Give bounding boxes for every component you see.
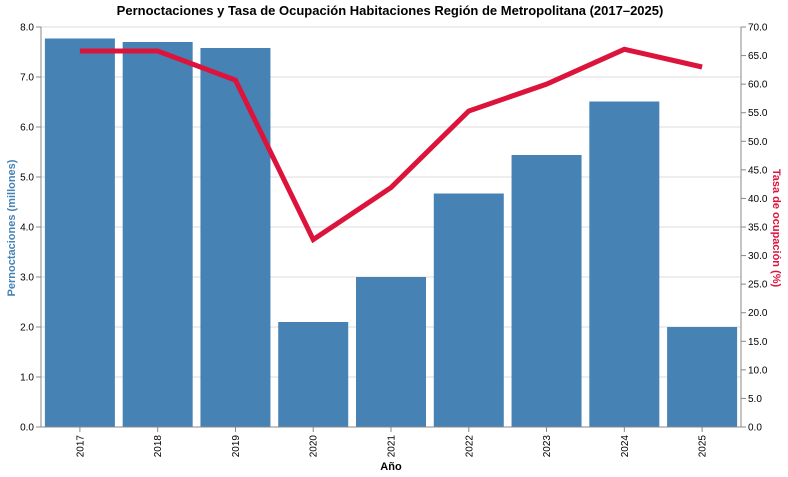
line-layer: [79, 46, 703, 244]
x-axis-title: Año: [380, 461, 402, 473]
bar-layer: [44, 38, 738, 427]
x-tick-label: 2024: [620, 435, 631, 458]
y-right-tick-label: 25.0: [748, 280, 768, 291]
y-left-tick-label: 5.0: [20, 173, 34, 184]
bar: [278, 322, 349, 427]
x-tick-label: 2017: [75, 435, 86, 458]
y-right-tick-label: 20.0: [748, 308, 768, 319]
y-right-tick-label: 0.0: [748, 423, 762, 434]
y-right-tick-label: 65.0: [748, 51, 768, 62]
bar: [356, 277, 426, 427]
y-left-tick-label: 1.0: [20, 373, 34, 384]
x-tick-label: 2018: [153, 435, 164, 458]
y-axis-right-title: Tasa de ocupación (%): [770, 169, 782, 288]
bar: [44, 38, 115, 427]
y-left-tick-label: 8.0: [20, 23, 34, 34]
x-tick-label: 2023: [542, 435, 553, 458]
y-right-tick-label: 70.0: [748, 23, 768, 34]
y-right-tick-label: 30.0: [748, 251, 768, 262]
y-right-tick-label: 55.0: [748, 108, 768, 119]
y-right-tick-label: 15.0: [748, 337, 768, 348]
bar: [589, 101, 660, 427]
bar: [667, 327, 738, 427]
x-tick-label: 2019: [231, 435, 242, 458]
y-right-tick-label: 35.0: [748, 223, 768, 234]
bar: [511, 155, 582, 427]
axis-layer: 0.0 1.0 2.0 3.0 4.0 5.0 6.0 7.0 8.0 0.0 5.0 10.0 15.…: [20, 23, 768, 458]
bar: [122, 42, 193, 427]
chart-title: Pernoctaciones y Tasa de Ocupación Habit…: [117, 3, 664, 18]
y-left-tick-label: 3.0: [20, 273, 34, 284]
bar: [200, 48, 271, 427]
x-tick-label: 2022: [464, 435, 475, 458]
y-right-tick-label: 5.0: [748, 394, 762, 405]
y-left-tick-label: 0.0: [20, 423, 34, 434]
y-right-tick-label: 60.0: [748, 80, 768, 91]
x-tick-label: 2021: [387, 435, 398, 458]
y-left-tick-label: 6.0: [20, 123, 34, 134]
y-right-tick-label: 45.0: [748, 165, 768, 176]
y-right-tick-label: 40.0: [748, 194, 768, 205]
y-left-tick-label: 4.0: [20, 223, 34, 234]
y-axis-left-title: Pernoctaciones (millones): [6, 159, 18, 296]
bar: [433, 193, 504, 427]
y-left-tick-label: 2.0: [20, 323, 34, 334]
occupancy-line: [79, 46, 703, 244]
y-left-tick-label: 7.0: [20, 73, 34, 84]
y-right-tick-label: 10.0: [748, 365, 768, 376]
y-right-tick-label: 50.0: [748, 137, 768, 148]
x-tick-label: 2025: [698, 435, 709, 458]
x-tick-label: 2020: [309, 435, 320, 458]
